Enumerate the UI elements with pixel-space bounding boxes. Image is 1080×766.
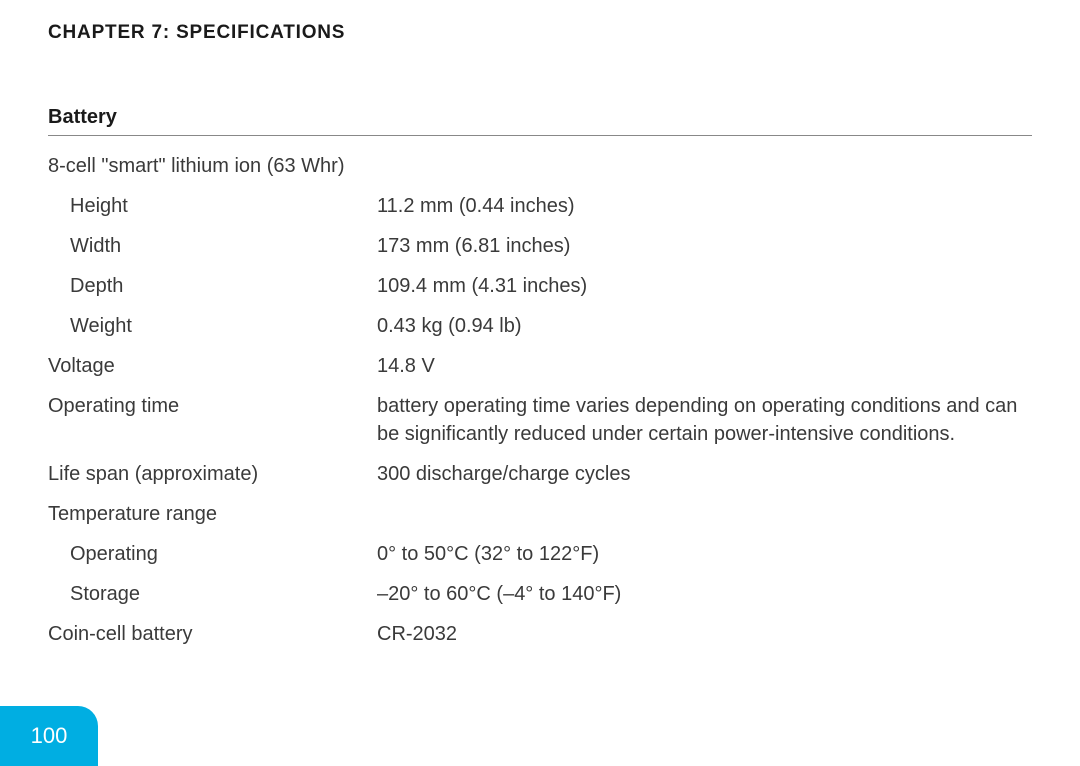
spec-value: 300 discharge/charge cycles bbox=[377, 460, 1032, 488]
spec-row: Width 173 mm (6.81 inches) bbox=[48, 226, 1032, 266]
spec-row: Weight 0.43 kg (0.94 lb) bbox=[48, 306, 1032, 346]
spec-label: Life span (approximate) bbox=[48, 460, 377, 488]
spec-row: Life span (approximate) 300 discharge/ch… bbox=[48, 454, 1032, 494]
spec-table: 8-cell "smart" lithium ion (63 Whr) Heig… bbox=[48, 146, 1032, 654]
spec-value bbox=[377, 500, 1032, 528]
spec-label: Operating bbox=[48, 540, 377, 568]
spec-label: Height bbox=[48, 192, 377, 220]
section-title: Battery bbox=[48, 106, 1032, 136]
page-number-tab: 100 bbox=[0, 706, 98, 766]
spec-label: Coin-cell battery bbox=[48, 620, 377, 648]
spec-value: 14.8 V bbox=[377, 352, 1032, 380]
spec-label: Depth bbox=[48, 272, 377, 300]
spec-label: Temperature range bbox=[48, 500, 377, 528]
spec-row: Depth 109.4 mm (4.31 inches) bbox=[48, 266, 1032, 306]
spec-value: CR-2032 bbox=[377, 620, 1032, 648]
spec-label: Width bbox=[48, 232, 377, 260]
spec-value: 0° to 50°C (32° to 122°F) bbox=[377, 540, 1032, 568]
spec-label: Operating time bbox=[48, 392, 377, 448]
spec-value: 0.43 kg (0.94 lb) bbox=[377, 312, 1032, 340]
spec-value: 173 mm (6.81 inches) bbox=[377, 232, 1032, 260]
spec-row: Operating 0° to 50°C (32° to 122°F) bbox=[48, 534, 1032, 574]
spec-label: Weight bbox=[48, 312, 377, 340]
spec-row: Height 11.2 mm (0.44 inches) bbox=[48, 186, 1032, 226]
spec-value: –20° to 60°C (–4° to 140°F) bbox=[377, 580, 1032, 608]
spec-row: 8-cell "smart" lithium ion (63 Whr) bbox=[48, 146, 1032, 186]
spec-row: Coin-cell battery CR-2032 bbox=[48, 614, 1032, 654]
spec-value: 109.4 mm (4.31 inches) bbox=[377, 272, 1032, 300]
spec-label: 8-cell "smart" lithium ion (63 Whr) bbox=[48, 152, 377, 180]
chapter-header: CHAPTER 7: SPECIFICATIONS bbox=[48, 20, 1032, 44]
spec-label: Voltage bbox=[48, 352, 377, 380]
spec-row: Temperature range bbox=[48, 494, 1032, 534]
spec-value: battery operating time varies depending … bbox=[377, 392, 1032, 448]
spec-value bbox=[377, 152, 1032, 180]
spec-row: Operating time battery operating time va… bbox=[48, 386, 1032, 454]
spec-value: 11.2 mm (0.44 inches) bbox=[377, 192, 1032, 220]
spec-label: Storage bbox=[48, 580, 377, 608]
spec-row: Storage –20° to 60°C (–4° to 140°F) bbox=[48, 574, 1032, 614]
spec-row: Voltage 14.8 V bbox=[48, 346, 1032, 386]
